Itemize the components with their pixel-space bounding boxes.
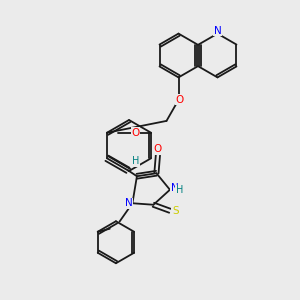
- Text: H: H: [132, 156, 139, 166]
- Text: N: N: [214, 26, 221, 36]
- Text: N: N: [170, 183, 178, 193]
- Text: N: N: [125, 198, 133, 208]
- Text: O: O: [154, 144, 162, 154]
- Text: O: O: [131, 128, 139, 138]
- Text: O: O: [176, 95, 184, 105]
- Text: H: H: [176, 185, 183, 195]
- Text: S: S: [172, 206, 178, 216]
